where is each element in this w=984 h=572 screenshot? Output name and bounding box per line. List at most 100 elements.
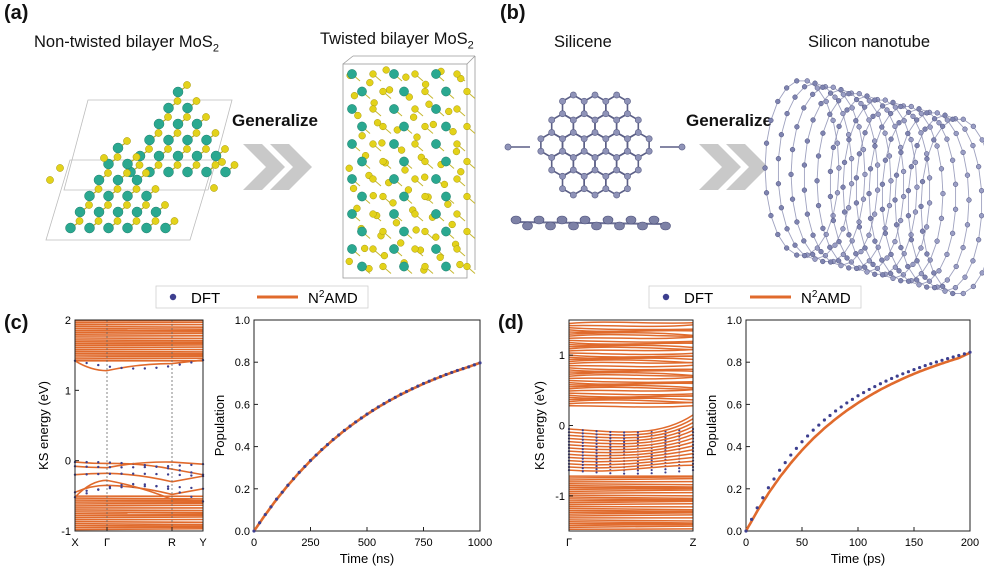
band-line-namd (74, 359, 204, 372)
silicon-atom (918, 203, 924, 210)
series-point-dft (862, 390, 866, 395)
bond (894, 199, 897, 225)
bond (981, 139, 984, 147)
molybdenum-atom (182, 102, 193, 114)
silicon-atom (548, 129, 556, 136)
silicon-atom (949, 157, 956, 163)
silicon-atom (602, 97, 610, 105)
band-point-dft (623, 472, 626, 475)
bond (838, 109, 848, 127)
band-point-dft (190, 361, 193, 364)
y-axis-label: KS energy (eV) (532, 381, 547, 470)
band-line-namd (568, 346, 694, 351)
band-line-namd (568, 376, 694, 380)
molybdenum-atom (153, 150, 165, 162)
band-point-dft (581, 467, 584, 470)
molybdenum-atom (441, 261, 451, 272)
silicon-atom (775, 98, 781, 105)
band-point-dft (581, 460, 584, 463)
band-point-dft (166, 487, 170, 491)
molybdenum-atom (112, 142, 124, 154)
silicon-atom (860, 196, 867, 202)
band-point-dft (108, 461, 112, 464)
band-line-namd (568, 401, 694, 405)
silicon-atom (810, 117, 816, 123)
silicon-atom (812, 80, 818, 86)
band-line-namd (74, 339, 204, 342)
band-line-namd (568, 460, 694, 469)
silicon-atom (934, 143, 940, 149)
silicon-atom (602, 172, 610, 180)
nontwisted-mos2-structure (45, 81, 239, 241)
sulfur-atom (421, 122, 429, 131)
bond (881, 160, 886, 185)
silicon-atom (970, 142, 976, 149)
band-point-dft (143, 472, 147, 476)
silicon-atom (896, 120, 902, 126)
molybdenum-atom (389, 174, 399, 184)
silicon-atom (846, 136, 852, 143)
legend-d: DFT N2AMD (648, 285, 862, 309)
band-line-namd (74, 321, 204, 324)
band-line-namd (74, 352, 204, 355)
band-line-namd (568, 456, 694, 466)
silicon-atom (591, 91, 599, 99)
bond (900, 196, 905, 221)
band-line-namd (74, 516, 204, 519)
silicon-atom (898, 149, 904, 156)
band-line-namd (74, 502, 204, 505)
band-point-dft (581, 441, 584, 444)
silicon-atom (950, 290, 956, 297)
band-point-dft (581, 470, 584, 473)
series-point-dft (957, 353, 961, 358)
bond (896, 224, 902, 248)
sulfur-atom (161, 201, 169, 209)
silicon-atom (918, 110, 925, 117)
molybdenum-atom (347, 244, 357, 254)
silicon-atom (814, 178, 820, 184)
silicon-atom (614, 221, 625, 231)
silicon-atom (908, 237, 915, 243)
silicon-atom (856, 151, 863, 157)
molybdenum-atom (163, 134, 174, 146)
bond (848, 183, 853, 208)
silicon-atom (848, 156, 855, 162)
bond (929, 241, 938, 261)
sulfur-atom (173, 129, 182, 137)
bond (967, 199, 970, 225)
silicon-atom (846, 91, 852, 97)
series-point-dft (467, 365, 471, 369)
series-point-dft (912, 367, 916, 372)
molybdenum-atom (191, 118, 203, 130)
series-point-dft (263, 512, 267, 517)
silicon-atom (882, 97, 888, 103)
series-point-dft (359, 416, 363, 420)
bond (803, 190, 808, 215)
bond (816, 155, 819, 181)
series-point-dft (766, 486, 771, 490)
sulfur-atom (100, 154, 108, 162)
series-point-dft (783, 461, 787, 465)
silicon-atom (874, 265, 881, 272)
silicon-atom (602, 215, 614, 225)
band-line-namd (568, 484, 694, 488)
band-point-dft (120, 366, 123, 370)
band-line-namd (568, 324, 694, 328)
sulfur-atom (366, 78, 374, 87)
molybdenum-atom (163, 166, 174, 178)
silicon-atom (848, 259, 855, 265)
silicon-atom (914, 184, 920, 190)
sulfur-atom (142, 169, 150, 177)
series-point-dft (438, 375, 443, 379)
bond (863, 149, 866, 175)
sulfur-atom (210, 184, 218, 192)
series-point-dft (867, 387, 871, 392)
y-tick-label: 0.4 (235, 442, 250, 454)
x-tick-label: Γ (104, 537, 110, 549)
y-axis-label: Population (704, 395, 719, 456)
sulfur-atom (350, 92, 359, 100)
silicon-atom (853, 118, 859, 124)
series-point-dft (918, 365, 922, 370)
silicon-atom (832, 94, 838, 100)
bond (842, 240, 853, 255)
